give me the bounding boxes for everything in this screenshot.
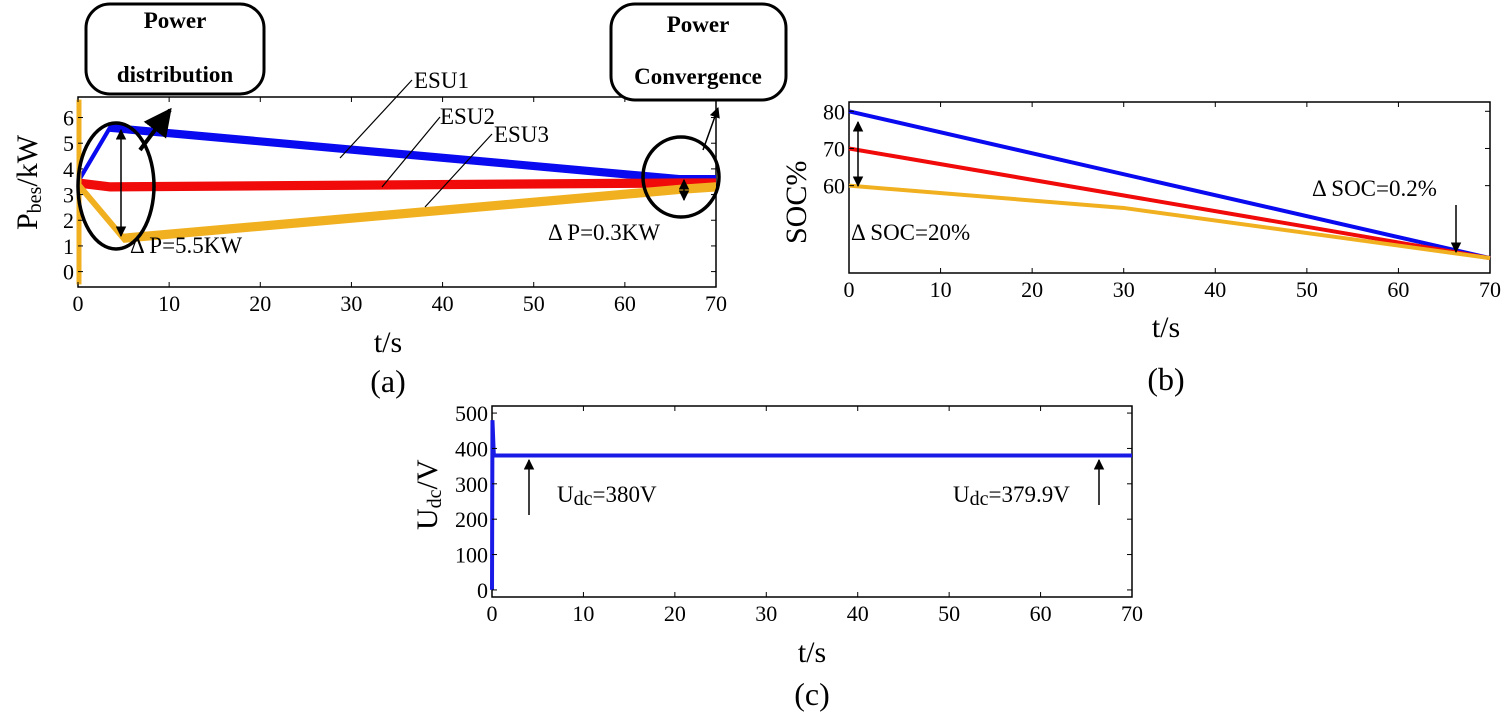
series-esu1-line — [848, 109, 1491, 261]
power-convergence-box — [609, 2, 788, 102]
series-esu3-line — [848, 183, 1491, 261]
esu2-leader — [381, 116, 441, 188]
x-axis-label-b: t/s — [1152, 311, 1180, 344]
power-convergence-line1: Power — [667, 12, 730, 37]
x-tick-label: 20 — [1021, 277, 1043, 302]
y-tick-label: 60 — [823, 174, 845, 199]
x-tick-label: 60 — [1030, 601, 1052, 626]
y-tick-label: 200 — [455, 507, 488, 532]
y-tick-label: 500 — [455, 401, 488, 426]
x-tick-label: 0 — [73, 291, 84, 316]
series-esu2-line — [848, 146, 1491, 261]
series-group-c — [490, 420, 1133, 590]
esu1-label: ESU1 — [414, 68, 469, 93]
y-axis-label-c: Udc/V — [411, 459, 446, 530]
y-tick-label: 0 — [477, 578, 488, 603]
y-tick-label: 100 — [455, 543, 488, 568]
x-tick-label: 60 — [1387, 277, 1409, 302]
delta-soc-label-1: Δ SOC=20% — [851, 220, 970, 245]
power-distribution-line1: Power — [144, 8, 207, 33]
series-esu2-band — [78, 178, 716, 192]
x-tick-label: 30 — [755, 601, 777, 626]
esu3-leader — [424, 133, 493, 208]
y-tick-label: 5 — [63, 131, 74, 156]
delta-p-label-1: Δ P=5.5KW — [130, 233, 242, 258]
x-tick-label: 10 — [158, 291, 180, 316]
x-tick-label: 60 — [614, 291, 636, 316]
x-axis-label-c: t/s — [798, 636, 826, 669]
caption-b: (b) — [1147, 361, 1184, 397]
x-tick-label: 30 — [1113, 277, 1135, 302]
caption-c: (c) — [794, 676, 830, 712]
series-group-b — [848, 109, 1491, 261]
x-tick-label: 70 — [705, 291, 727, 316]
udc-label-1: Udc=380V — [557, 482, 657, 510]
x-tick-label: 70 — [1479, 277, 1501, 302]
x-tick-label: 0 — [844, 277, 855, 302]
y-tick-label: 4 — [63, 157, 74, 182]
delta-soc-label-2: Δ SOC=0.2% — [1312, 176, 1437, 201]
y-tick-label: 3 — [63, 183, 74, 208]
esu1-leader — [339, 79, 413, 159]
y-tick-label: 400 — [455, 436, 488, 461]
series-esu3-band — [78, 179, 716, 243]
panel-b: 0 10 20 30 40 50 60 70 60 70 80 SOC% t/s (b) Δ SOC… — [780, 99, 1501, 397]
x-tick-label: 50 — [523, 291, 545, 316]
x-tick-label: 50 — [938, 601, 960, 626]
power-distribution-box — [84, 2, 266, 96]
ticks-c: 0 10 20 30 40 50 60 70 0 100 200 300 400 500 — [455, 401, 1143, 626]
y-tick-label: 6 — [63, 106, 74, 131]
x-tick-label: 50 — [1296, 277, 1318, 302]
y-tick-label: 1 — [63, 234, 74, 259]
udc-label-2: Udc=379.9V — [953, 482, 1070, 510]
arrow-to-convergence-box — [702, 107, 720, 151]
esu3-label: ESU3 — [494, 122, 549, 147]
series-udc-line — [490, 420, 1133, 590]
delta-p-label-2: Δ P=0.3KW — [548, 220, 660, 245]
ticks-b: 0 10 20 30 40 50 60 70 60 70 80 — [823, 99, 1501, 302]
x-tick-label: 10 — [572, 601, 594, 626]
panel-c: 0 10 20 30 40 50 60 70 0 100 200 300 400 500 Udc/V t/… — [411, 401, 1143, 712]
power-convergence-line2: Convergence — [634, 64, 762, 89]
x-tick-label: 20 — [664, 601, 686, 626]
series-esu1-band — [78, 123, 716, 186]
x-tick-label: 30 — [340, 291, 362, 316]
arrow-to-distribution-box — [138, 107, 172, 152]
x-tick-label: 40 — [847, 601, 869, 626]
ellipse-distribution — [76, 121, 156, 251]
ellipse-convergence — [641, 135, 721, 219]
x-tick-label: 20 — [249, 291, 271, 316]
x-tick-label: 40 — [1204, 277, 1226, 302]
y-tick-label: 2 — [63, 208, 74, 233]
x-tick-label: 0 — [487, 601, 498, 626]
y-axis-label-b: SOC% — [780, 161, 813, 244]
y-axis-label-a: Pbes/kW — [11, 134, 46, 230]
x-tick-label: 40 — [432, 291, 454, 316]
caption-a: (a) — [370, 363, 406, 399]
power-distribution-line2: distribution — [117, 62, 234, 87]
x-tick-label: 10 — [930, 277, 952, 302]
x-axis-label-a: t/s — [374, 326, 402, 359]
esu2-label: ESU2 — [440, 104, 495, 129]
y-tick-label: 300 — [455, 472, 488, 497]
x-tick-label: 70 — [1121, 601, 1143, 626]
y-tick-label: 70 — [823, 136, 845, 161]
y-tick-label: 80 — [823, 99, 845, 124]
y-tick-label: 0 — [63, 260, 74, 285]
